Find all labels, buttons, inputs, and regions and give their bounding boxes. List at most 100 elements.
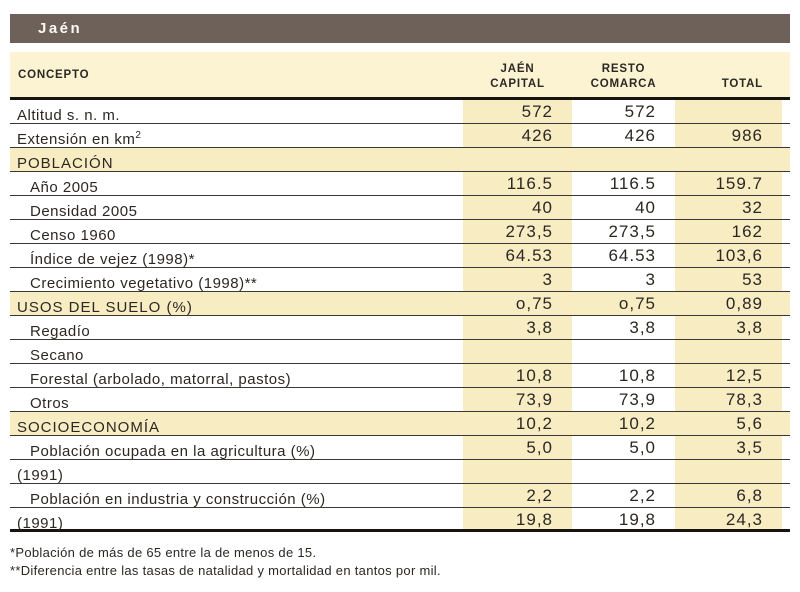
column-header-line: TOTAL: [721, 78, 763, 90]
column-header-line: CAPITAL: [490, 78, 545, 90]
cell-total: 24,3: [675, 508, 782, 529]
row-edge: [782, 364, 790, 387]
cell-jaen-capital: [463, 460, 572, 483]
table-row: Población ocupada en la agricultura (%) 5…: [10, 436, 790, 460]
cell-resto-comarca: 5,0: [629, 438, 656, 457]
footnotes: *Población de más de 65 entre la de meno…: [10, 544, 790, 580]
cell-total: 32: [675, 196, 782, 219]
cell-jaen-capital: 116.5: [463, 172, 572, 195]
cell-jaen-capital: 73,9: [463, 388, 572, 411]
cell-resto-comarca: 572: [624, 102, 656, 121]
row-label-text: Altitud s. n. m.: [17, 107, 121, 124]
table-rows: Altitud s. n. m. 572 572 Extensión en km2 42…: [10, 100, 790, 532]
row-label-text: Forestal (arbolado, matorral, pastos): [30, 371, 292, 388]
cell-jaen-capital: 2,2: [463, 484, 572, 507]
row-label-text: (1991): [17, 467, 64, 484]
row-label: Índice de vejez (1998)*: [10, 244, 463, 268]
cell-jaen-capital: 64.53: [463, 244, 572, 267]
row-label-text: Crecimiento vegetativo (1998)**: [30, 275, 258, 292]
cell-total: 986: [675, 124, 782, 147]
cell-jaen-capital: 3: [463, 268, 572, 291]
cell-total: 12,5: [675, 364, 782, 387]
row-label-text: Otros: [30, 395, 70, 412]
cell-jaen-capital: 40: [463, 196, 572, 219]
row-label: (1991): [10, 460, 463, 484]
column-header-line: JAÉN: [500, 63, 535, 75]
cell-resto-comarca: 2,2: [629, 486, 656, 505]
table-row: Otros 73,9 73,9 78,3: [10, 388, 790, 412]
cell-resto-comarca: 10,2: [618, 414, 656, 433]
cell-total: 0,89: [675, 292, 782, 315]
column-header-line: RESTO: [601, 63, 646, 75]
table-row: Regadío 3,8 3,8 3,8: [10, 316, 790, 340]
cell-total: [675, 340, 782, 363]
table-row: (1991): [10, 460, 790, 484]
row-label: (1991): [10, 508, 463, 532]
cell-resto-comarca: 19,8: [618, 510, 656, 529]
row-edge: [782, 484, 790, 507]
cell-total: 162: [675, 220, 782, 243]
cell-jaen-capital: [463, 148, 572, 171]
table-row: Secano: [10, 340, 790, 364]
row-label-text: Regadío: [30, 323, 91, 340]
cell-jaen-capital: 3,8: [463, 316, 572, 339]
cell-jaen-capital: 10,8: [463, 364, 572, 387]
row-label-text: Densidad 2005: [30, 203, 138, 220]
cell-resto-comarca: [572, 460, 675, 483]
row-label: Población en industria y construcción (%…: [10, 484, 463, 508]
column-header-line: COMARCA: [590, 78, 657, 90]
row-edge: [782, 460, 790, 483]
row-edge: [782, 292, 790, 315]
row-label: Altitud s. n. m.: [10, 100, 463, 124]
table-title-bar: Jaén: [10, 14, 790, 43]
table-row: (1991) 19,8 19,8 24,3: [10, 508, 790, 532]
row-label-text: USOS DEL SUELO (%): [17, 299, 193, 316]
cell-jaen-capital: o,75: [463, 292, 572, 315]
cell-resto-comarca: 3: [645, 270, 656, 289]
cell-total: [675, 148, 782, 171]
row-edge: [782, 220, 790, 243]
row-label: Crecimiento vegetativo (1998)**: [10, 268, 463, 292]
row-edge: [782, 316, 790, 339]
cell-jaen-capital: 273,5: [463, 220, 572, 243]
cell-jaen-capital: 10,2: [463, 412, 572, 435]
row-label-text: SOCIOECONOMÍA: [17, 419, 161, 436]
row-label: SOCIOECONOMÍA: [10, 412, 463, 436]
cell-resto-comarca: o,75: [618, 294, 656, 313]
cell-total: 78,3: [675, 388, 782, 411]
row-label: Año 2005: [10, 172, 463, 196]
row-label-superscript: 2: [135, 130, 141, 141]
row-edge: [782, 124, 790, 147]
row-label: Regadío: [10, 316, 463, 340]
table-row: Forestal (arbolado, matorral, pastos) 10,…: [10, 364, 790, 388]
table-row: Población en industria y construcción (%…: [10, 484, 790, 508]
row-label-text: Censo 1960: [30, 227, 116, 244]
row-label-text: Población en industria y construcción (%…: [30, 491, 326, 508]
row-edge: [782, 196, 790, 219]
cell-jaen-capital: 19,8: [463, 508, 572, 529]
cell-total: 3,8: [675, 316, 782, 339]
cell-total: 103,6: [675, 244, 782, 267]
cell-resto-comarca: 64.53: [608, 246, 656, 265]
section-row: POBLACIÓN: [10, 148, 790, 172]
row-edge: [782, 148, 790, 171]
page-title: Jaén: [38, 20, 83, 37]
cell-resto-comarca: 273,5: [608, 222, 656, 241]
row-label-text: Año 2005: [30, 179, 99, 196]
row-label: Densidad 2005: [10, 196, 463, 220]
row-edge: [782, 340, 790, 363]
cell-total: 3,5: [675, 436, 782, 459]
table-row: Extensión en km2 426 426 986: [10, 124, 790, 148]
cell-resto-comarca: 73,9: [618, 390, 656, 409]
cell-resto-comarca: 3,8: [629, 318, 656, 337]
row-label-text: Índice de vejez (1998)*: [30, 251, 195, 268]
cell-total: 5,6: [675, 412, 782, 435]
column-header-total: TOTAL: [675, 52, 782, 97]
row-label: POBLACIÓN: [10, 148, 463, 172]
row-label: Secano: [10, 340, 463, 364]
table-header-row: CONCEPTO JAÉN CAPITAL RESTO COMARCA TOTA…: [10, 52, 790, 100]
table-row: Altitud s. n. m. 572 572: [10, 100, 790, 124]
stats-table: CONCEPTO JAÉN CAPITAL RESTO COMARCA TOTA…: [10, 52, 790, 532]
row-label: Otros: [10, 388, 463, 412]
row-edge: [782, 244, 790, 267]
